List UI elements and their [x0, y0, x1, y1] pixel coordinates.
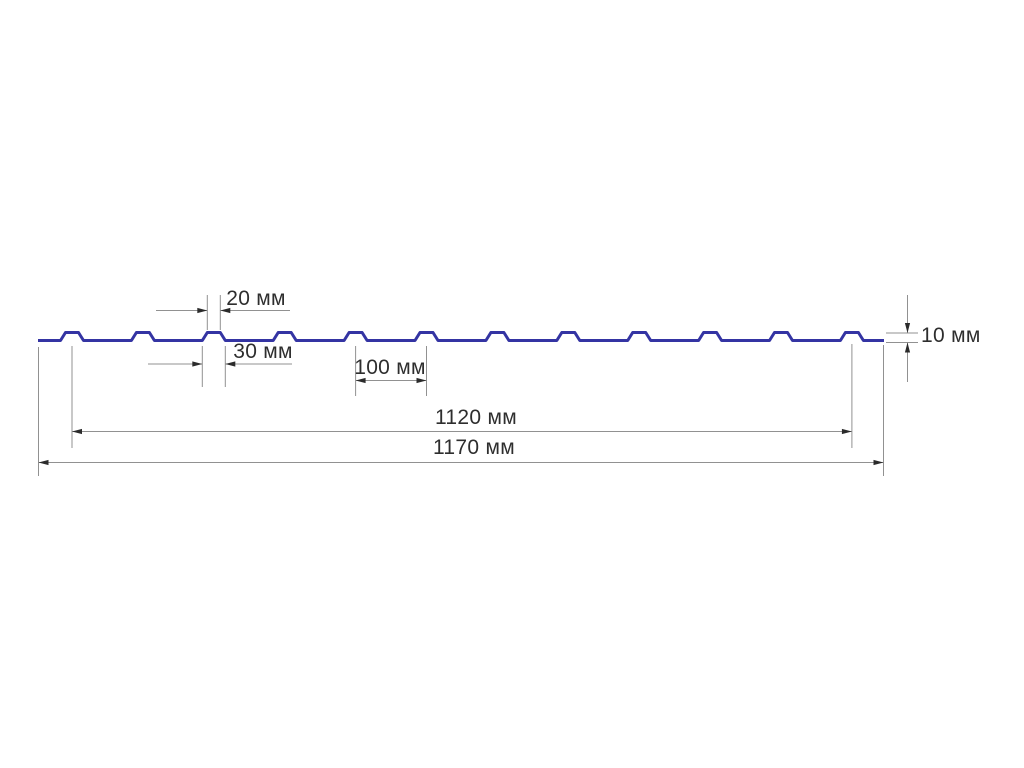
- arrowhead-left: [72, 428, 82, 435]
- dim-overall-width-arrows: [38, 459, 884, 466]
- dim-rib-pitch-lines: [355, 346, 427, 396]
- arrowhead-right: [841, 428, 852, 435]
- dim-label-working-width: 1120 мм: [435, 406, 517, 429]
- arrowhead-right: [873, 459, 884, 466]
- dim-rib-pitch-arrows: [355, 377, 427, 384]
- dim-overall-width-lines: [38, 345, 884, 476]
- arrowhead-left: [38, 459, 49, 466]
- dim-working-width-arrows: [72, 428, 852, 435]
- sheet-profile-outline: [38, 331, 884, 342]
- dim-profile-height-arrows: [904, 323, 911, 353]
- dim-working-width-lines: [71, 344, 853, 448]
- arrowhead-right: [416, 377, 427, 384]
- arrowhead-up: [904, 342, 911, 353]
- dim-rib-top-width-lines: [156, 295, 290, 330]
- dim-label-rib-pitch: 100 мм: [354, 356, 426, 379]
- arrowhead-down: [904, 323, 911, 333]
- dim-label-rib-bottom-width: 30 мм: [233, 340, 293, 363]
- dim-rib-top-width-arrows: [197, 307, 231, 314]
- arrowhead-right: [197, 307, 208, 314]
- arrowhead-right: [192, 361, 203, 367]
- dim-label-profile-height: 10 мм: [921, 324, 981, 347]
- dim-rib-bottom-width-arrows: [192, 361, 236, 367]
- arrowhead-left: [355, 377, 366, 384]
- arrowhead-left: [225, 361, 236, 367]
- arrowhead-left: [220, 307, 231, 314]
- dim-label-overall-width: 1170 мм: [433, 436, 515, 459]
- dim-label-rib-top-width: 20 мм: [226, 287, 286, 310]
- dim-profile-height-lines: [886, 295, 918, 382]
